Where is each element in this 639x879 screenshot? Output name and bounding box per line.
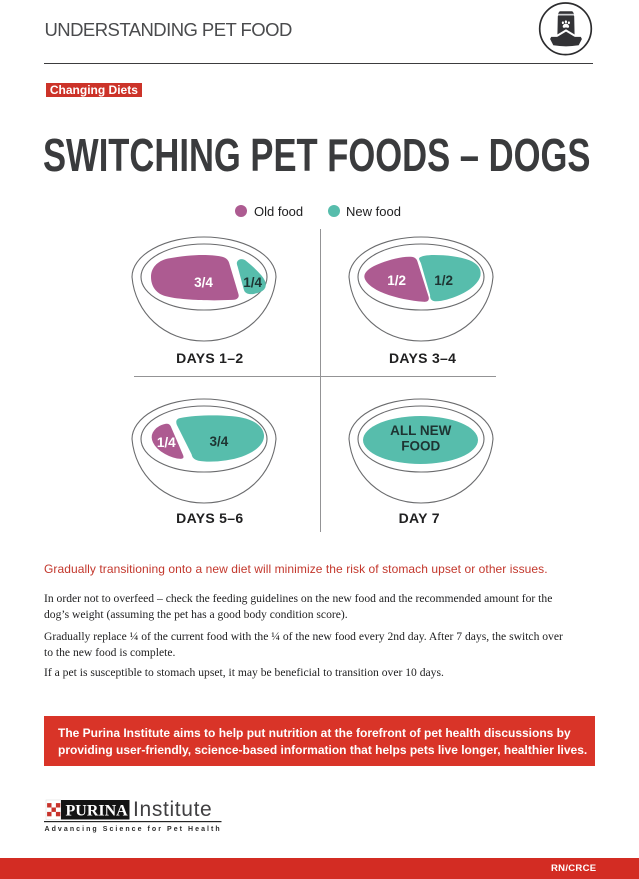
svg-text:3/4: 3/4 — [194, 275, 213, 290]
svg-text:FOOD: FOOD — [401, 438, 440, 453]
svg-text:Institute: Institute — [133, 798, 212, 821]
svg-text:1/4: 1/4 — [157, 435, 176, 450]
svg-text:PURINA: PURINA — [66, 802, 129, 819]
svg-text:Advancing Science for Pet Heal: Advancing Science for Pet Health — [45, 826, 222, 833]
svg-text:3/4: 3/4 — [210, 434, 229, 449]
svg-text:1/4: 1/4 — [243, 275, 262, 290]
svg-text:1/2: 1/2 — [434, 273, 453, 288]
svg-text:ALL NEW: ALL NEW — [390, 423, 452, 438]
svg-text:1/2: 1/2 — [387, 273, 406, 288]
